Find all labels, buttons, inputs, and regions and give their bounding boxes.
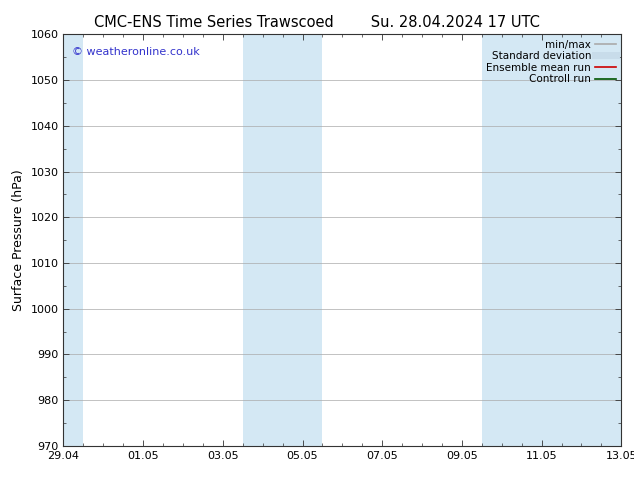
- Bar: [243, 34, 323, 446]
- Legend: min/max, Standard deviation, Ensemble mean run, Controll run: min/max, Standard deviation, Ensemble me…: [484, 37, 618, 86]
- Bar: [63, 34, 83, 446]
- Bar: [482, 34, 621, 446]
- Text: © weatheronline.co.uk: © weatheronline.co.uk: [72, 47, 200, 57]
- Text: CMC-ENS Time Series Trawscoed        Su. 28.04.2024 17 UTC: CMC-ENS Time Series Trawscoed Su. 28.04.…: [94, 15, 540, 30]
- Y-axis label: Surface Pressure (hPa): Surface Pressure (hPa): [12, 169, 25, 311]
